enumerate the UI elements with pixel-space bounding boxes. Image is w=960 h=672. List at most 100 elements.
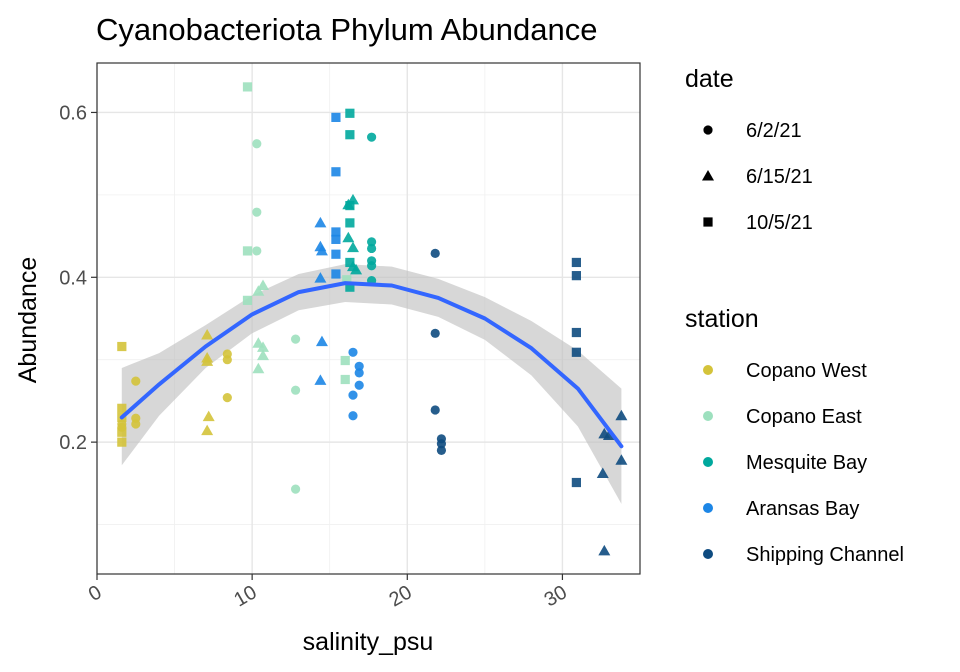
x-axis: 0 10 20 30 [85, 574, 571, 611]
data-point [345, 218, 355, 228]
data-point [331, 249, 341, 259]
legend-station-key [703, 457, 713, 467]
legend-station-label: Copano East [746, 406, 862, 428]
data-point [571, 257, 581, 268]
legend-date-key [703, 217, 713, 227]
data-point [331, 167, 341, 177]
data-point [131, 419, 141, 429]
data-point [201, 328, 214, 340]
data-point [257, 349, 270, 361]
data-point [571, 271, 581, 281]
data-point [345, 108, 355, 118]
panel-border [96, 62, 641, 575]
data-point [252, 207, 262, 217]
data-point [367, 132, 377, 142]
data-point [345, 130, 355, 140]
data-point [252, 362, 265, 374]
legend-station-label: Copano West [746, 360, 867, 382]
legend-station-key [703, 503, 713, 513]
panel-background [97, 63, 640, 574]
y-tick-label: 0.2 [59, 432, 87, 454]
data-point [596, 467, 609, 478]
data-point [257, 341, 270, 352]
data-point [315, 335, 328, 347]
data-point [430, 328, 440, 338]
data-point [242, 246, 253, 256]
data-point [367, 243, 377, 254]
data-point [598, 544, 611, 556]
legend-station-key [703, 365, 713, 375]
y-axis-title: Abundance [14, 257, 42, 384]
data-point [222, 355, 232, 365]
data-point [342, 275, 352, 285]
data-point [252, 246, 262, 256]
legend-station-title: station [685, 305, 759, 333]
legend-date: date 6/2/21 6/15/21 10/5/21 [685, 65, 813, 234]
data-point [201, 424, 214, 436]
data-point [615, 454, 628, 465]
data-point [290, 385, 301, 395]
data-point [345, 200, 355, 211]
data-point [117, 437, 127, 447]
chart-title: Cyanobacteriota Phylum Abundance [96, 12, 598, 47]
data-point [252, 285, 265, 296]
data-point [290, 484, 301, 494]
data-point [117, 341, 127, 352]
legend-station-key [703, 549, 713, 559]
legend-date-label: 6/2/21 [746, 120, 802, 142]
y-tick-label: 0.6 [59, 102, 87, 124]
data-point [350, 263, 363, 275]
data-point [430, 405, 440, 415]
plot-panel [96, 62, 641, 575]
data-point [331, 227, 341, 237]
data-point [436, 439, 447, 449]
data-point [430, 248, 440, 258]
data-point [342, 231, 355, 243]
data-point [348, 390, 358, 400]
legend-date-key [702, 170, 714, 181]
x-tick-label: 30 [541, 581, 571, 611]
legend-station-label: Shipping Channel [746, 544, 904, 566]
data-point [314, 374, 327, 385]
data-point [331, 269, 341, 279]
data-point [314, 272, 327, 283]
data-point [201, 355, 214, 366]
data-point [571, 327, 581, 338]
data-point [354, 361, 364, 371]
data-point [345, 282, 355, 292]
data-point [117, 403, 127, 413]
data-point [354, 380, 364, 390]
legend-date-label: 10/5/21 [746, 212, 813, 234]
legend-station: station Copano West Copano East Mesquite B… [685, 305, 904, 566]
x-tick-label: 10 [230, 581, 260, 611]
data-point [331, 234, 341, 244]
data-point [290, 334, 301, 344]
legend-station-label: Mesquite Bay [746, 452, 867, 474]
legend-date-key [703, 125, 713, 135]
data-point [436, 445, 447, 455]
data-point [354, 368, 364, 378]
x-tick-label: 0 [85, 581, 106, 606]
data-point [345, 257, 355, 268]
legend-station-label: Aransas Bay [746, 498, 859, 520]
data-point [340, 355, 350, 366]
data-point [202, 410, 215, 422]
smooth-trend-line [119, 281, 624, 449]
data-point [348, 411, 358, 421]
data-point [615, 409, 628, 421]
data-point [367, 237, 377, 247]
data-points [117, 82, 628, 556]
data-point [242, 295, 253, 305]
data-point [602, 429, 615, 441]
data-point [367, 261, 377, 271]
data-point [131, 376, 141, 386]
legend-date-label: 6/15/21 [746, 166, 813, 188]
data-point [571, 347, 581, 357]
data-point [346, 241, 359, 253]
data-point [314, 216, 327, 228]
y-tick-label: 0.4 [59, 267, 87, 289]
data-point [348, 347, 358, 357]
data-point [340, 374, 350, 385]
data-point [331, 112, 341, 122]
